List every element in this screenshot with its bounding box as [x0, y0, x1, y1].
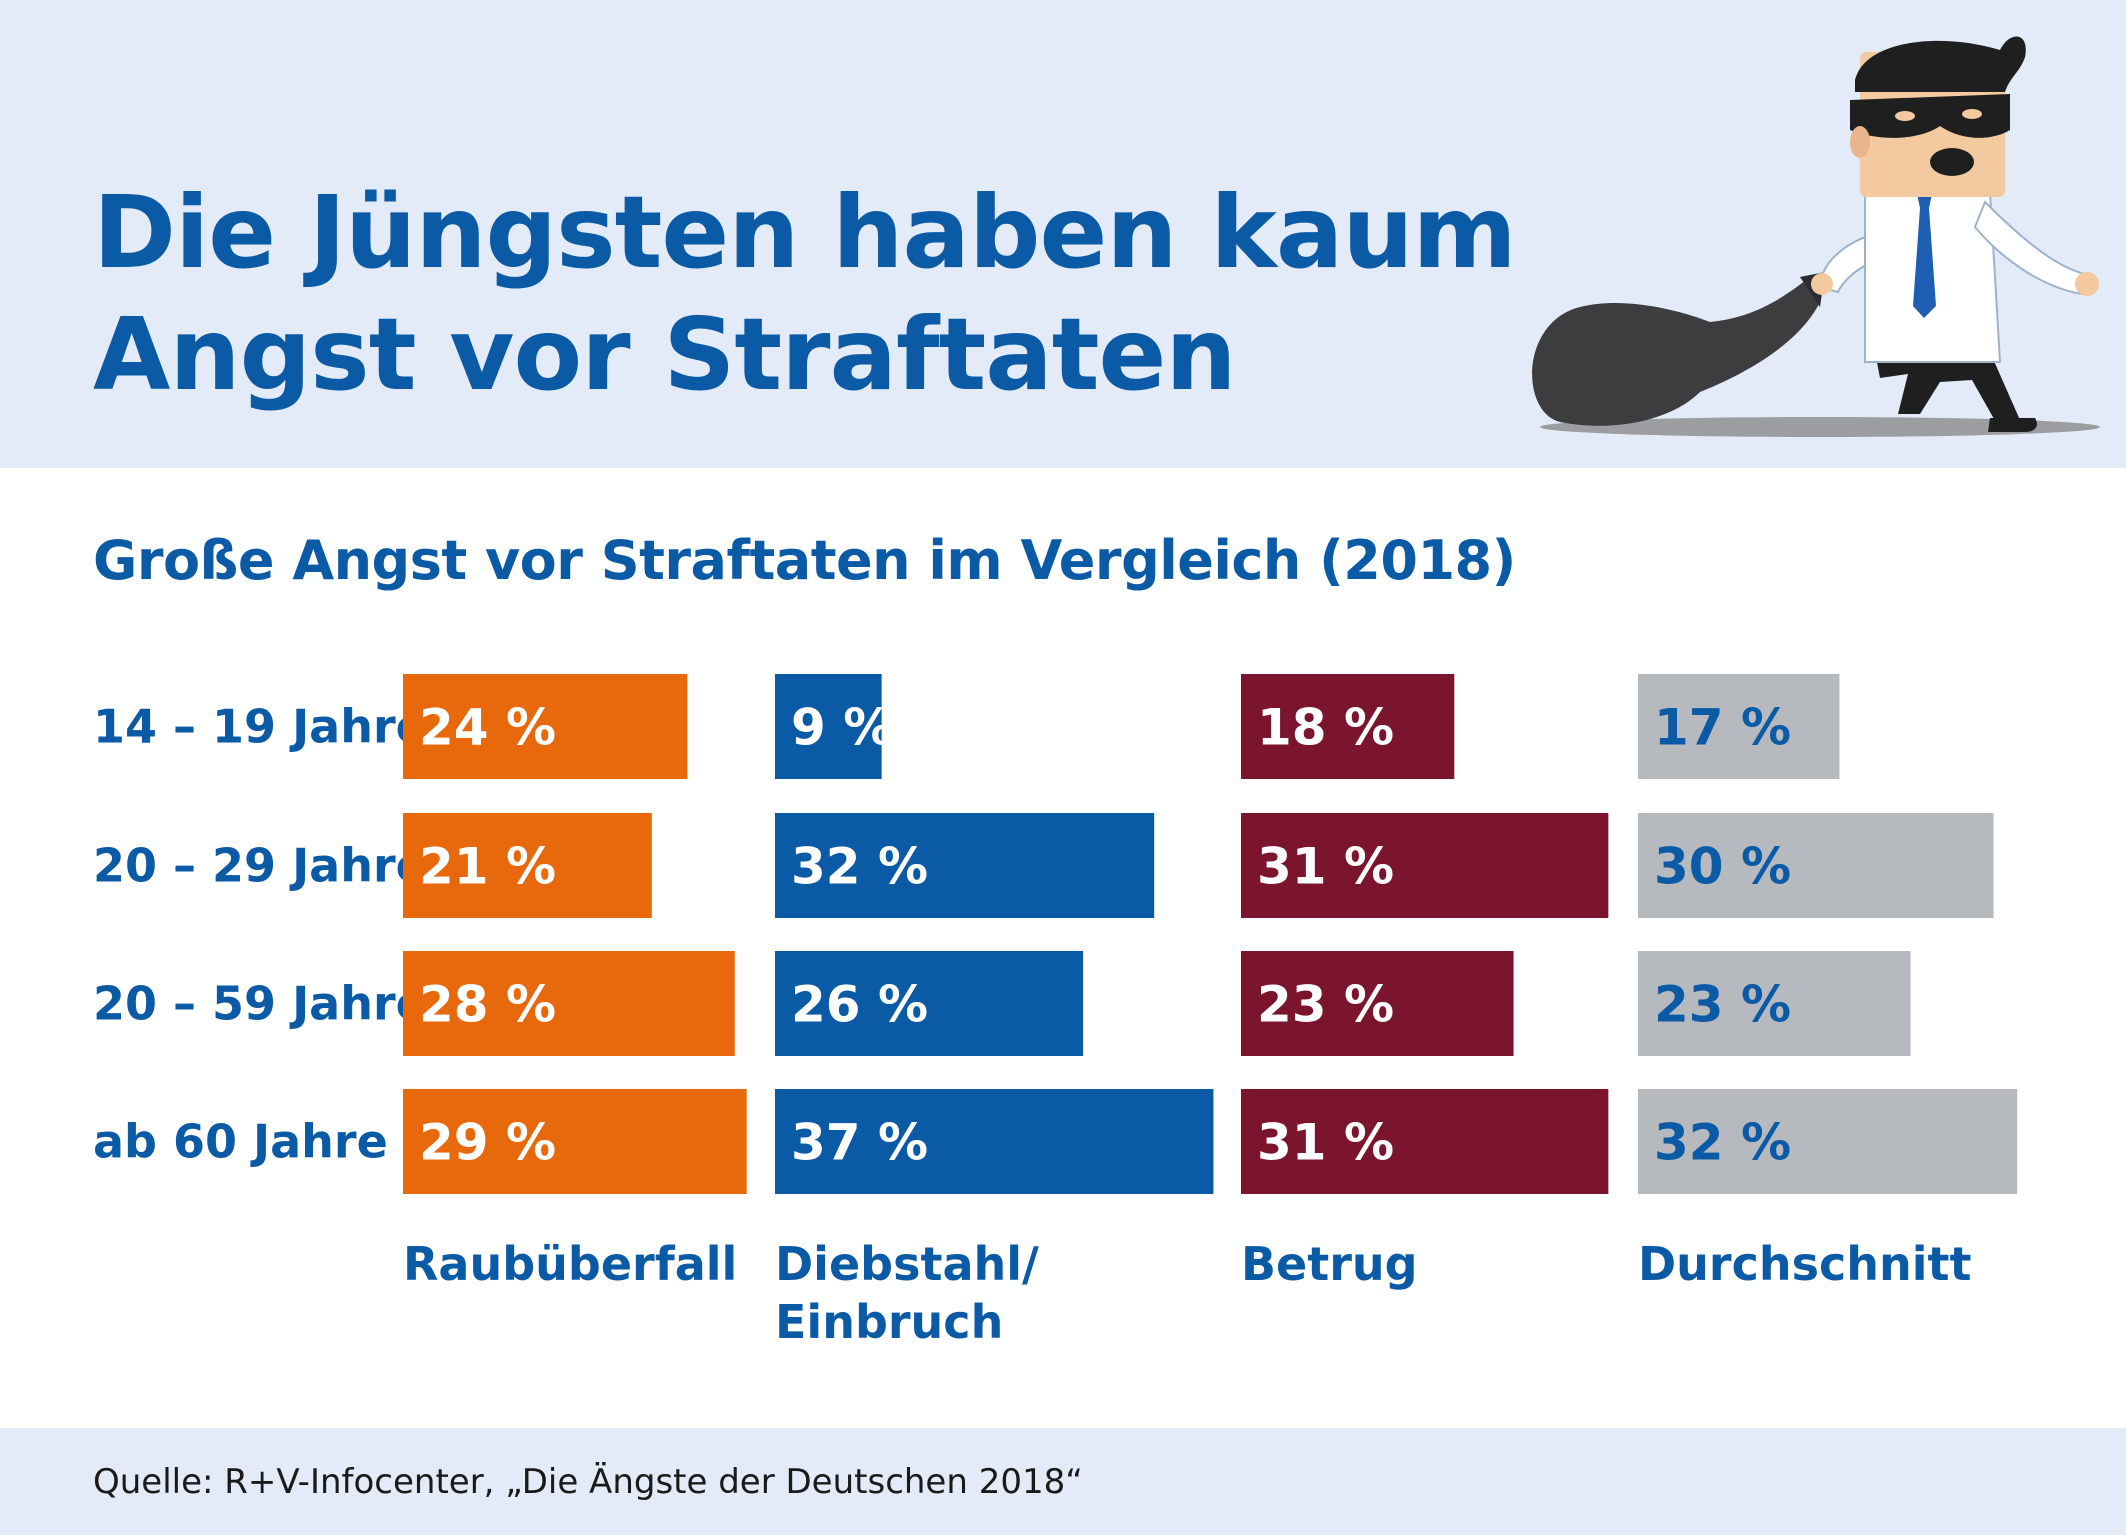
- title-line-2: Angst vor Straftaten: [93, 296, 1237, 413]
- ear: [1850, 126, 1870, 158]
- series-label: Betrug: [1241, 1237, 1418, 1291]
- series-label: Raubüberfall: [403, 1237, 737, 1291]
- loot-sack-icon: [1532, 272, 1825, 426]
- bar: [1241, 813, 1609, 918]
- bar: [1638, 813, 1994, 918]
- mouth: [1930, 148, 1974, 176]
- data-label: 24 %: [419, 699, 556, 757]
- category-label: 14 – 19 Jahre: [93, 700, 427, 754]
- data-label: 18 %: [1257, 699, 1394, 757]
- bar: [403, 1089, 747, 1194]
- bar: [1241, 1089, 1609, 1194]
- bar: [1638, 1089, 2018, 1194]
- bar: [1241, 674, 1455, 779]
- tie: [1913, 194, 1936, 318]
- shoe-right: [1988, 418, 2037, 432]
- title-line-1: Die Jüngsten haben kaum: [93, 174, 1517, 291]
- data-label: 17 %: [1654, 699, 1791, 757]
- category-label: 20 – 29 Jahre: [93, 839, 427, 893]
- bar: [775, 813, 1155, 918]
- data-label: 21 %: [419, 838, 556, 896]
- data-label: 32 %: [791, 838, 928, 896]
- series-label: Einbruch: [775, 1295, 1003, 1349]
- legs: [1875, 352, 2020, 426]
- bar: [775, 951, 1084, 1056]
- category-label: 20 – 59 Jahre: [93, 977, 427, 1031]
- data-label: 28 %: [419, 976, 556, 1034]
- bar: [775, 674, 882, 779]
- header-band: [0, 0, 2126, 468]
- category-label: ab 60 Jahre: [93, 1115, 388, 1169]
- series-label: Durchschnitt: [1638, 1237, 1972, 1291]
- chart-subtitle: Große Angst vor Straftaten im Vergleich …: [93, 529, 1516, 592]
- hand-left: [1811, 273, 1833, 295]
- hand-right: [2075, 272, 2099, 296]
- thief-illustration: [1532, 36, 2100, 437]
- page-title: Die Jüngsten haben kaum Angst vor Straft…: [93, 172, 1517, 416]
- source-note: Quelle: R+V-Infocenter, „Die Ängste der …: [93, 1462, 1083, 1502]
- bar: [1638, 674, 1840, 779]
- eye-right: [1962, 109, 1982, 119]
- bar: [1638, 951, 1911, 1056]
- hair: [1855, 36, 2026, 92]
- data-label: 26 %: [791, 976, 928, 1034]
- bar: [403, 813, 652, 918]
- bar-chart: 14 – 19 Jahre 20 – 29 Jahre 20 – 59 Jahre a…: [93, 674, 2018, 1349]
- data-label: 30 %: [1654, 838, 1791, 896]
- ground-shadow: [1540, 417, 2100, 437]
- series-label: Diebstahl/: [775, 1237, 1039, 1291]
- data-label: 23 %: [1257, 976, 1394, 1034]
- data-label: 23 %: [1654, 976, 1791, 1034]
- data-label: 9 %: [791, 699, 893, 757]
- data-label: 31 %: [1257, 1114, 1394, 1172]
- eye-left: [1895, 111, 1915, 121]
- data-label: 32 %: [1654, 1114, 1791, 1172]
- bar: [1241, 951, 1514, 1056]
- data-label: 31 %: [1257, 838, 1394, 896]
- data-label: 29 %: [419, 1114, 556, 1172]
- mask-icon: [1850, 94, 2010, 138]
- data-label: 37 %: [791, 1114, 928, 1172]
- bar: [403, 674, 688, 779]
- bar: [403, 951, 735, 1056]
- bar: [775, 1089, 1214, 1194]
- footer-band: [0, 1428, 2126, 1535]
